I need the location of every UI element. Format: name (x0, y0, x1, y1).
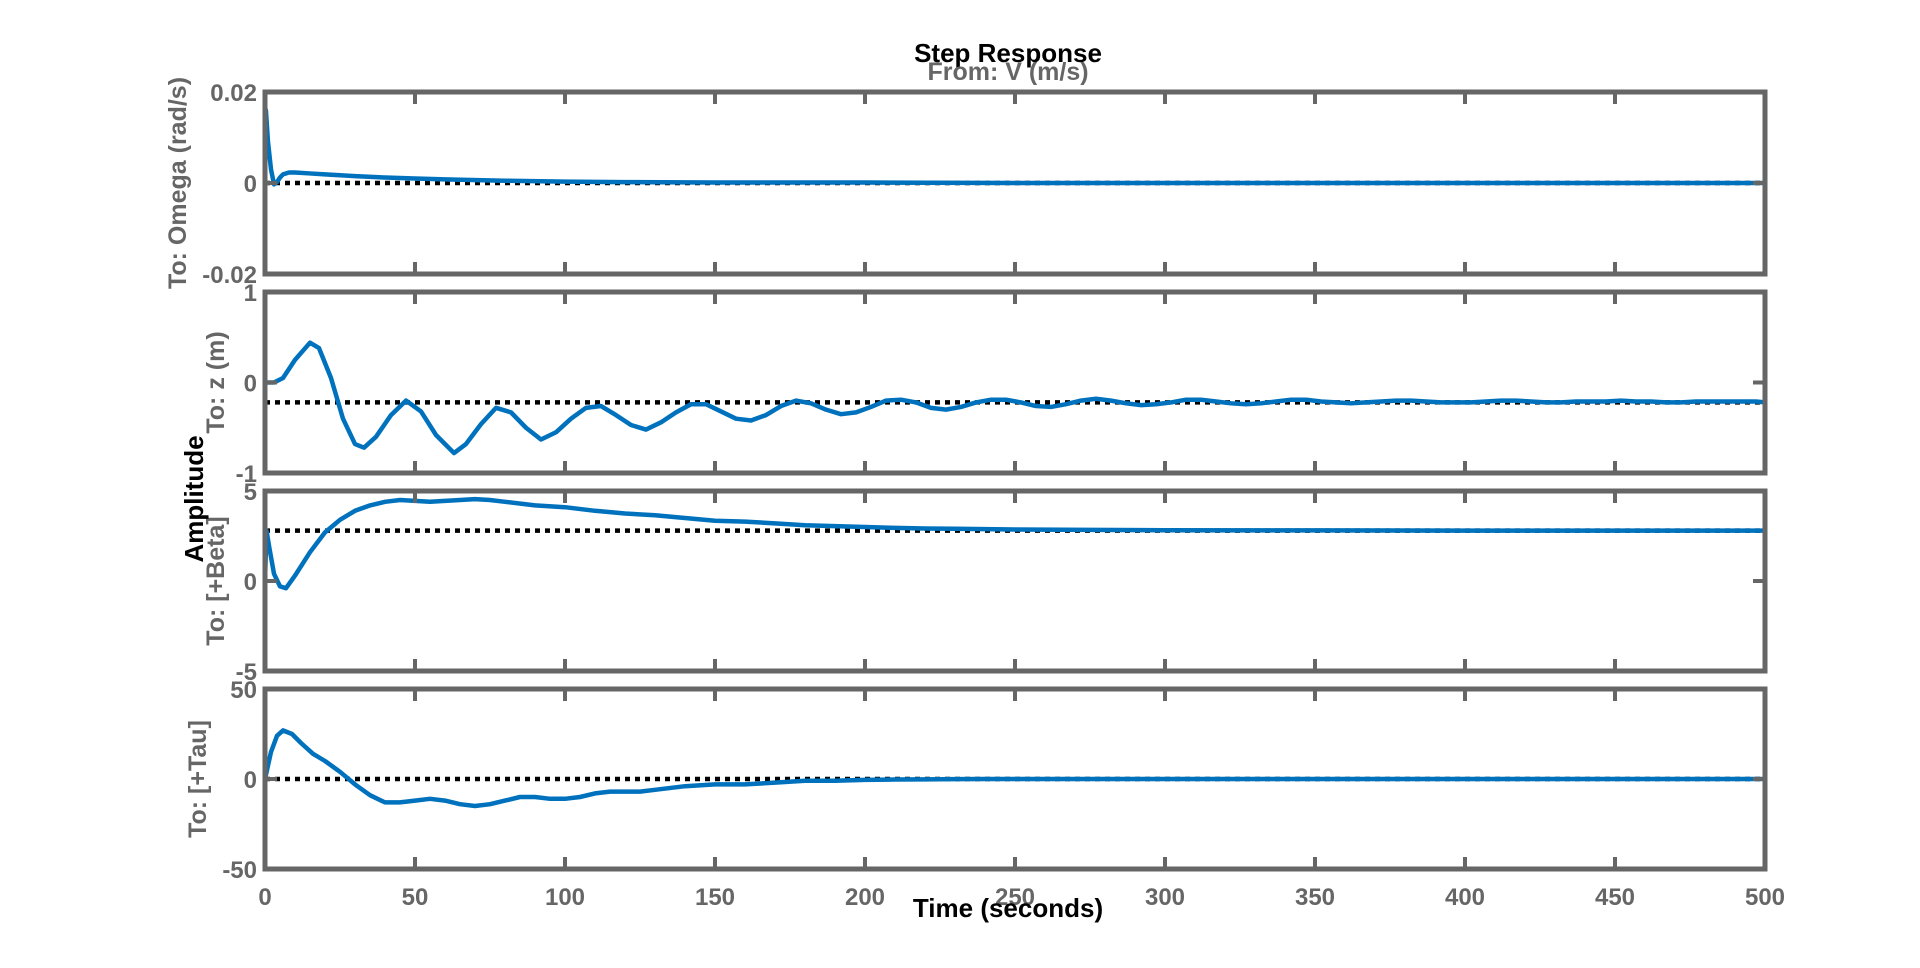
y-tick-label: -50 (222, 857, 257, 884)
x-axis-label: Time (seconds) (913, 893, 1103, 923)
response-line (262, 107, 1768, 187)
x-tick-label: 50 (402, 884, 429, 911)
axes-frame (262, 488, 1768, 674)
response-line (262, 496, 1768, 591)
x-tick-label: 150 (695, 884, 735, 911)
x-tick-label: 200 (845, 884, 885, 911)
subplot-4: -50 0 50 To: [+Tau] (184, 677, 1768, 884)
x-tick-label: 500 (1745, 884, 1785, 911)
y-tick-label: 5 (244, 479, 257, 506)
y-tick-label: 0.02 (210, 80, 257, 107)
subplot-2: -1 0 1 To: z (m) (202, 280, 1768, 488)
subplot-y-label: To: z (m) (202, 331, 230, 433)
subplot-y-label: To: [+Tau] (184, 720, 212, 838)
chart-title: Step Response (914, 38, 1102, 68)
subplot-3: -5 0 5 To: [+Beta] (202, 479, 1768, 686)
y-axis-label: Amplitude (179, 435, 209, 562)
y-tick-label: -5 (236, 659, 257, 686)
x-tick-label: 100 (545, 884, 585, 911)
y-tick-label: 0 (244, 569, 257, 596)
y-tick-label: 50 (230, 677, 257, 704)
x-tick-label: 450 (1595, 884, 1635, 911)
subplot-1: -0.02 0 0.02 To: Omega (rad/s) (164, 77, 1768, 289)
subplot-y-label: To: Omega (rad/s) (164, 77, 192, 289)
subplot-y-label: To: [+Beta] (202, 516, 230, 645)
y-tick-label: 0 (244, 371, 257, 398)
x-tick-label: 350 (1295, 884, 1335, 911)
x-tick-label: 300 (1145, 884, 1185, 911)
y-tick-label: 0 (244, 171, 257, 198)
x-tick-label: 0 (258, 884, 271, 911)
response-line (262, 728, 1768, 809)
response-line (262, 340, 1768, 456)
x-tick-label: 400 (1445, 884, 1485, 911)
chart-subtitle: From: V (m/s) (927, 58, 1088, 86)
subplots: -0.02 0 0.02 To: Omega (rad/s) -1 0 1 To: z (m)… (164, 77, 1785, 911)
y-tick-label: 0 (244, 767, 257, 794)
y-tick-label: 1 (244, 280, 257, 307)
y-tick-label: -1 (236, 461, 257, 488)
axes-frame (262, 289, 1768, 476)
y-tick-label: -0.02 (202, 262, 257, 289)
x-tick-label: 250 (995, 884, 1035, 911)
